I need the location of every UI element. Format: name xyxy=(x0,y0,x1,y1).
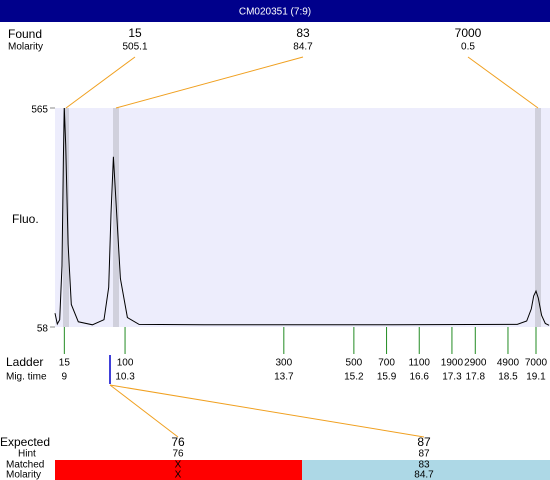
matched-bar xyxy=(55,460,302,480)
found-molarity: 0.5 xyxy=(461,42,475,53)
expected-row-label: Hint xyxy=(18,449,36,460)
expected-expected: 87 xyxy=(417,435,431,449)
title-bar xyxy=(0,0,550,22)
ladder-time: 10.3 xyxy=(115,372,135,383)
found-molarity: 84.7 xyxy=(293,42,313,53)
ladder-size: 7000 xyxy=(525,358,548,369)
ladder-size: 2900 xyxy=(464,358,487,369)
ladder-time: 13.7 xyxy=(274,372,294,383)
ladder-time: 15.9 xyxy=(377,372,397,383)
found-sublabel: Molarity xyxy=(8,42,43,53)
ladder-time: 16.6 xyxy=(410,372,430,383)
expected-hint: 76 xyxy=(172,449,184,460)
expected-row-label: Expected xyxy=(0,435,50,449)
trace xyxy=(54,107,550,326)
peak-band xyxy=(63,108,69,327)
ladder-size: 1900 xyxy=(441,358,464,369)
ladder-size: 300 xyxy=(275,358,292,369)
found-label: Found xyxy=(8,27,42,41)
ladder-sublabel: Mig. time xyxy=(6,372,47,383)
expected-expected: 76 xyxy=(171,435,185,449)
peak-band xyxy=(113,108,119,327)
expected-matched: 83 xyxy=(418,460,430,471)
peak-band xyxy=(535,108,541,327)
ladder-size: 500 xyxy=(346,358,363,369)
connector xyxy=(467,56,539,109)
ladder-size: 700 xyxy=(378,358,395,369)
plot-area xyxy=(55,108,550,327)
connector xyxy=(109,384,179,438)
expected-matched: X xyxy=(175,460,182,471)
found-size: 7000 xyxy=(455,26,482,40)
connector xyxy=(109,384,425,438)
ladder-time: 17.8 xyxy=(466,372,486,383)
ladder-size: 100 xyxy=(117,358,134,369)
y-tick-label: 58 xyxy=(37,324,49,335)
connectors xyxy=(65,56,539,438)
expected-hint: 87 xyxy=(418,449,430,460)
ladder-size: 15 xyxy=(59,358,71,369)
matched-bar xyxy=(302,460,550,480)
ladder-time: 18.5 xyxy=(498,372,518,383)
expected-molarity: X xyxy=(175,470,182,480)
connector xyxy=(115,56,304,109)
expected-row-label: Molarity xyxy=(6,470,41,480)
y-tick-label: 565 xyxy=(31,105,48,116)
ladder-time: 9 xyxy=(62,372,68,383)
expected-molarity: 84.7 xyxy=(414,470,434,480)
ladder-size: 1100 xyxy=(408,358,430,369)
found-molarity: 505.1 xyxy=(122,42,147,53)
found-size: 83 xyxy=(296,26,310,40)
window-title: CM020351 (7:9) xyxy=(239,7,311,18)
ladder-time: 15.2 xyxy=(344,372,364,383)
ladder-label: Ladder xyxy=(6,355,43,369)
found-size: 15 xyxy=(128,26,142,40)
y-axis-label: Fluo. xyxy=(12,212,39,226)
ladder-time: 17.3 xyxy=(442,372,462,383)
ladder-size: 4900 xyxy=(497,358,520,369)
ladder-time: 19.1 xyxy=(526,372,546,383)
expected-row-label: Matched xyxy=(6,460,44,471)
connector xyxy=(65,56,136,109)
